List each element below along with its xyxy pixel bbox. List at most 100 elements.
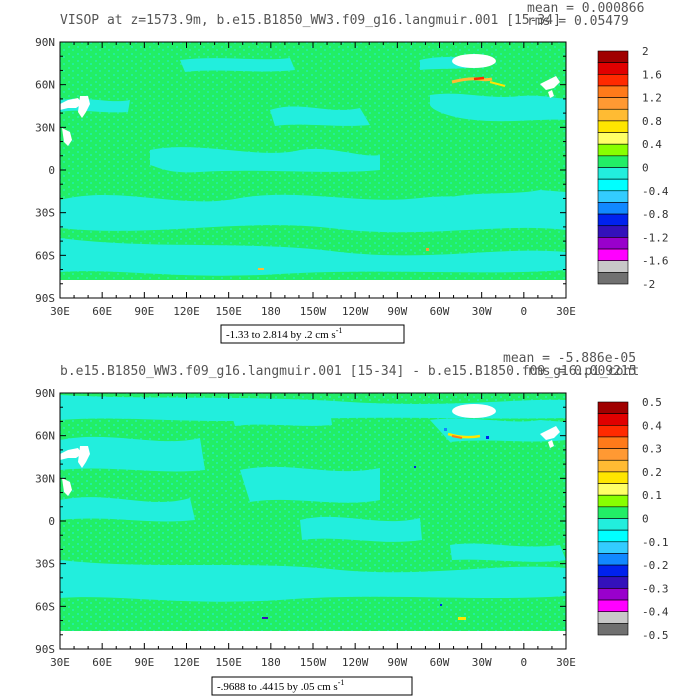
land-patch (60, 448, 82, 460)
x-tick-label: 30E (50, 305, 70, 318)
x-tick-label: 180 (261, 656, 281, 669)
colorbar-label: 2 (642, 45, 649, 58)
svg-text:-1.33 to 2.814 by .2 cm s-1: -1.33 to 2.814 by .2 cm s-1 (226, 326, 342, 341)
x-tick-label: 60E (92, 656, 112, 669)
colorbar-label: -0.4 (642, 185, 669, 198)
colorbar-swatch (597, 529, 629, 543)
colorbar-label: 0.4 (642, 138, 662, 151)
y-tick-label: 90N (35, 36, 55, 49)
x-tick-label: 30W (472, 656, 492, 669)
x-tick-label: 60E (92, 305, 112, 318)
x-tick-label: 90W (387, 656, 407, 669)
colorbar-swatch (597, 97, 629, 110)
colorbar-swatch (597, 50, 629, 63)
colorbar-label: 0 (642, 513, 649, 526)
colorbar-label: 1.2 (642, 92, 662, 105)
range-exponent: -1 (338, 678, 345, 687)
colorbar-swatch (597, 225, 629, 238)
x-tick-label: 150E (215, 305, 242, 318)
colorbar-swatch (597, 588, 629, 601)
panel-title: VISOP at z=1573.9m, b.e15.B1850_WW3.f09_… (60, 13, 561, 28)
colorbar-swatch (597, 248, 629, 262)
colorbar-swatch (597, 494, 629, 508)
y-tick-label: 30N (35, 472, 55, 485)
map-field (59, 392, 567, 650)
x-tick-label: 30W (472, 305, 492, 318)
panel-top: VISOP at z=1573.9m, b.e15.B1850_WW3.f09_… (35, 1, 669, 344)
colorbar-label: -1.2 (642, 231, 669, 244)
map-field (59, 41, 567, 299)
colorbar-swatch (597, 576, 629, 589)
colorbar-label: -1.6 (642, 255, 669, 268)
colorbar-label: -0.4 (642, 606, 669, 619)
x-tick-label: 90E (134, 305, 154, 318)
mean-stat: mean = -5.886e-05 (503, 351, 636, 366)
range-text: -1.33 to 2.814 by .2 cm s (226, 329, 336, 341)
land-patch (548, 90, 554, 98)
land-patch (78, 446, 90, 468)
mean-stat: mean = 0.000866 (527, 1, 644, 16)
feature-streaks (262, 428, 489, 620)
colorbar: 0.5 0.4 0.3 0.2 0.1 0 -0.1 -0.2 -0.3 -0.4 -0.5 (597, 396, 669, 642)
y-axis: 90N 60N 30N 0 30S 60S 90S (35, 36, 566, 305)
colorbar-label: 0.5 (642, 396, 662, 409)
y-tick-label: 60S (35, 249, 55, 262)
colorbar-label: -0.3 (642, 582, 669, 595)
colorbar-label: -0.8 (642, 208, 669, 221)
y-tick-label: 60N (35, 430, 55, 443)
colorbar-swatch (597, 471, 629, 484)
range-text: -.9688 to .4415 by .05 cm s (217, 681, 338, 693)
x-tick-label: 30E (556, 305, 576, 318)
colorbar-swatch (597, 178, 629, 192)
feature-streaks (258, 76, 506, 270)
colorbar-swatch (597, 553, 629, 566)
colorbar-swatch (597, 611, 629, 624)
greenland (452, 54, 496, 68)
x-tick-label: 30E (556, 656, 576, 669)
x-tick-label: 150E (215, 656, 242, 669)
colorbar-swatch (597, 401, 629, 414)
colorbar-label: 0.2 (642, 466, 662, 479)
x-axis: 30E 60E 90E 120E 150E 180 150W 120W 90W 60W 30W 0 30… (50, 393, 576, 669)
panel-bottom: b.e15.B1850_WW3.f09_g16.langmuir.001 [15… (35, 351, 669, 696)
x-tick-label: 90W (387, 305, 407, 318)
colorbar-label: 0 (642, 162, 649, 175)
x-tick-label: 0 (521, 305, 528, 318)
colorbar-swatch (597, 167, 629, 180)
y-axis: 90N 60N 30N 0 30S 60S 90S (35, 387, 566, 656)
greenland (452, 404, 496, 418)
land-patch (78, 96, 90, 118)
x-tick-label: 120E (173, 305, 200, 318)
colorbar-swatch (597, 108, 629, 122)
y-tick-label: 0 (48, 515, 55, 528)
colorbar-label: 0.3 (642, 443, 662, 456)
y-tick-label: 30S (35, 558, 55, 571)
colorbar-swatch (597, 424, 629, 438)
colorbar-swatch (597, 506, 629, 519)
land-patch (62, 478, 72, 496)
y-tick-label: 90S (35, 292, 55, 305)
colorbar-swatch (597, 541, 629, 554)
x-tick-label: 120E (173, 656, 200, 669)
x-tick-label: 120W (342, 305, 369, 318)
y-tick-label: 60N (35, 79, 55, 92)
colorbar-swatch (597, 448, 629, 461)
colorbar-swatch (597, 237, 629, 250)
x-axis: 30E 60E 90E 120E 150E 180 150W 120W 90W 60W 30W 0 30… (50, 42, 576, 318)
y-tick-label: 30S (35, 207, 55, 220)
x-tick-label: 120W (342, 656, 369, 669)
range-exponent: -1 (336, 326, 343, 335)
colorbar-swatch (597, 623, 629, 636)
colorbar-swatch (597, 436, 629, 449)
y-tick-label: 90N (35, 387, 55, 400)
noise-texture (60, 42, 566, 280)
y-tick-label: 30N (35, 121, 55, 134)
colorbar-label: -0.2 (642, 559, 669, 572)
rms-stat: rms = 0.009215 (527, 364, 637, 379)
colorbar-swatch (597, 599, 629, 612)
colorbar-swatch (597, 85, 629, 98)
colorbar-swatch (597, 413, 629, 426)
colorbar-swatch (597, 483, 629, 496)
colorbar-swatch (597, 202, 629, 215)
colorbar-label: 1.6 (642, 68, 662, 81)
